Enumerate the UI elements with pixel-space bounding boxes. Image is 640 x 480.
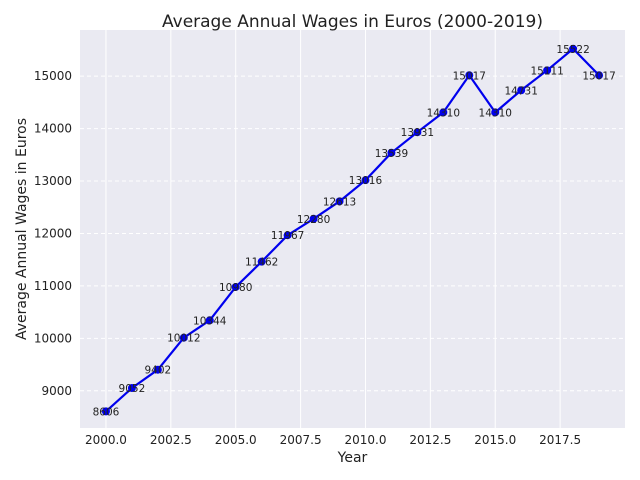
x-tick-label: 2000.0 (85, 433, 127, 447)
data-point (569, 44, 578, 53)
data-point (153, 365, 162, 374)
data-label: 14310 (427, 107, 460, 119)
data-label: 13931 (401, 127, 434, 139)
data-point (335, 197, 344, 206)
y-tick-label: 10000 (34, 331, 72, 345)
data-point (465, 71, 474, 80)
data-point (543, 66, 552, 75)
x-tick-label: 2010.0 (344, 433, 386, 447)
data-label: 10012 (167, 333, 200, 345)
x-tick-label: 2017.5 (539, 433, 581, 447)
data-point (205, 316, 214, 325)
data-label: 13016 (349, 175, 383, 187)
x-tick-label: 2005.0 (215, 433, 257, 447)
y-tick-label: 14000 (34, 122, 72, 136)
data-point (361, 176, 370, 185)
data-point (413, 128, 422, 137)
data-labels: 8606 9052 9402 10012 10344 10980 11462 11967 122… (93, 44, 616, 419)
y-axis-label: Average Annual Wages in Euros (14, 118, 30, 340)
x-axis-label: Year (337, 450, 368, 466)
data-label: 11967 (271, 230, 304, 242)
data-label: 11462 (245, 257, 278, 269)
y-tick-label: 12000 (34, 226, 72, 240)
data-point (101, 407, 110, 416)
data-label: 15017 (453, 70, 486, 82)
data-label: 9402 (144, 365, 171, 377)
x-tick-label: 2007.5 (280, 433, 322, 447)
y-tick-label: 15000 (34, 69, 72, 83)
x-axis-ticks: 2000.0 2002.5 2005.0 2007.5 2010.0 2012.5 2015… (85, 433, 581, 447)
data-point (127, 384, 136, 393)
data-point (283, 231, 292, 240)
data-label: 13539 (375, 148, 408, 160)
y-axis-ticks: 9000 10000 11000 12000 13000 14000 15000 (34, 69, 72, 398)
data-point (231, 282, 240, 291)
grid-lines (80, 30, 625, 428)
data-label: 10344 (193, 315, 227, 327)
x-tick-label: 2012.5 (409, 433, 451, 447)
data-label: 8606 (93, 406, 120, 418)
data-point (595, 71, 604, 80)
chart-title: Average Annual Wages in Euros (2000-2019… (162, 12, 543, 32)
data-point (179, 333, 188, 342)
y-tick-label: 9000 (41, 384, 72, 398)
y-tick-label: 11000 (34, 279, 72, 293)
data-label: 15017 (582, 70, 615, 82)
data-label: 15522 (556, 44, 589, 56)
data-point (387, 148, 396, 157)
series-line (105, 47, 600, 413)
data-label: 12280 (297, 214, 330, 226)
data-label: 12613 (323, 196, 356, 208)
data-label: 14731 (504, 85, 537, 97)
data-point (517, 86, 526, 95)
x-tick-label: 2015.0 (474, 433, 516, 447)
data-points (101, 44, 604, 416)
data-point (491, 108, 500, 117)
data-point (309, 214, 318, 223)
data-label: 10980 (219, 282, 252, 294)
data-label: 15111 (530, 65, 563, 77)
data-label: 9052 (119, 383, 146, 395)
x-tick-label: 2002.5 (150, 433, 192, 447)
data-label: 14310 (479, 107, 512, 119)
data-point (257, 257, 266, 266)
y-tick-label: 13000 (34, 174, 72, 188)
data-point (439, 108, 448, 117)
